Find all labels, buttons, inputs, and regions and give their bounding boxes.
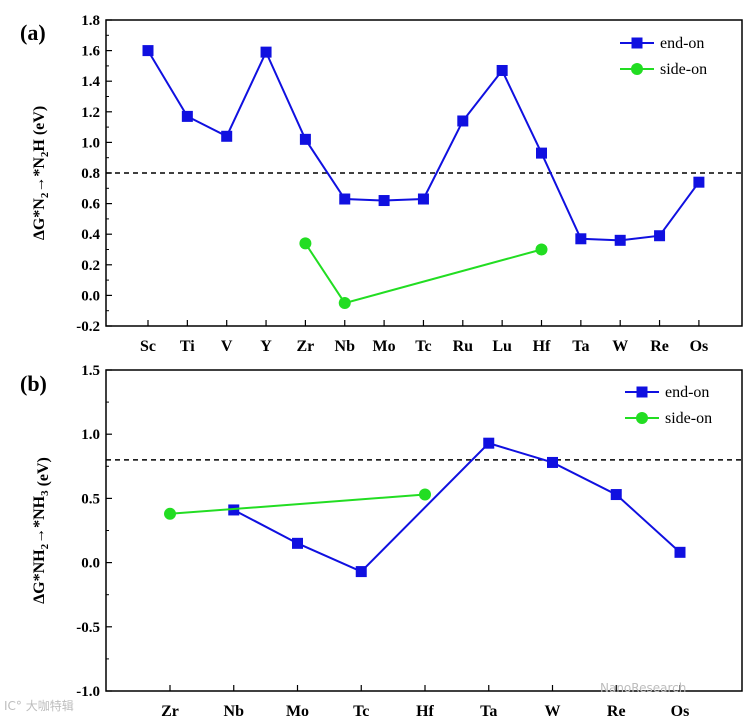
data-point-end-on bbox=[654, 230, 666, 242]
x-tick-label: Mo bbox=[373, 338, 396, 355]
watermark-left: IC° 大咖特辑 bbox=[4, 699, 74, 713]
x-tick-label: Ru bbox=[453, 338, 474, 355]
legend-marker-end-on bbox=[636, 386, 648, 398]
y-tick-label: 1.2 bbox=[81, 105, 100, 121]
x-tick-label: Re bbox=[650, 338, 669, 355]
y-axis-label: ΔG*NH2→*NH3 (eV) bbox=[31, 457, 52, 604]
y-tick-label: 1.6 bbox=[81, 44, 100, 60]
x-tick-label: Ta bbox=[480, 703, 497, 718]
data-point-end-on bbox=[547, 456, 558, 468]
x-tick-label: W bbox=[545, 703, 561, 718]
x-tick-label: Os bbox=[671, 703, 690, 718]
y-label-subscript: 2 bbox=[39, 543, 51, 549]
x-tick-label: Sc bbox=[140, 338, 156, 355]
data-point-end-on bbox=[299, 133, 311, 145]
y-tick-label: 1.0 bbox=[81, 427, 100, 443]
data-point-end-on bbox=[536, 147, 547, 159]
series-line-end-on bbox=[233, 442, 681, 573]
panel-label: (b) bbox=[20, 371, 47, 396]
y-tick-label: 1.4 bbox=[81, 74, 100, 90]
y-label-text: (eV) bbox=[31, 106, 48, 139]
legend-label-side-on: side-on bbox=[660, 61, 707, 78]
x-tick-label: Y bbox=[260, 338, 272, 355]
x-tick-label: Tc bbox=[415, 338, 431, 355]
data-point-side-on bbox=[299, 237, 312, 250]
x-tick-label: Zr bbox=[297, 338, 315, 355]
y-tick-label: -0.5 bbox=[76, 620, 100, 636]
y-label-text: (eV) bbox=[35, 457, 52, 490]
y-label-subscript: 2 bbox=[39, 192, 51, 198]
chart-panel-b: -1.0 -0.5 0.0 0.5 1.0 1.5 Zr Nb Mo Tc Hf Ta W Re Os end… bbox=[20, 363, 743, 718]
data-point-end-on bbox=[221, 130, 233, 142]
data-point-end-on bbox=[142, 45, 154, 57]
data-point-end-on bbox=[483, 437, 495, 449]
watermark-right: NanoResearch bbox=[600, 681, 687, 695]
y-label-text: →*N bbox=[31, 157, 48, 193]
data-point-side-on bbox=[535, 243, 548, 256]
data-point-end-on bbox=[355, 566, 367, 578]
x-tick-label: Mo bbox=[286, 703, 309, 718]
y-tick-label: 0.5 bbox=[81, 491, 100, 507]
x-tick-label: V bbox=[221, 338, 233, 355]
y-label-subscript: 2 bbox=[39, 151, 51, 157]
series-line-end-on bbox=[147, 49, 700, 242]
x-tick-label: Hf bbox=[533, 338, 551, 355]
y-tick-label: 0.2 bbox=[81, 258, 100, 274]
x-tick-label: Hf bbox=[416, 703, 434, 718]
y-label-text: →*NH bbox=[31, 495, 48, 544]
data-point-end-on bbox=[610, 489, 622, 501]
y-tick-label: -0.2 bbox=[76, 319, 100, 335]
data-point-end-on bbox=[417, 193, 429, 205]
panel-label: (a) bbox=[20, 20, 46, 45]
x-tick-label: Nb bbox=[224, 703, 245, 718]
y-label-text: ΔG*NH bbox=[31, 549, 48, 604]
y-tick-label: 1.8 bbox=[81, 13, 100, 29]
x-tick-label: Re bbox=[607, 703, 626, 718]
data-point-end-on bbox=[181, 110, 193, 122]
legend-label-side-on: side-on bbox=[665, 410, 712, 427]
x-tick-label: W bbox=[612, 338, 628, 355]
x-tick-label: Tc bbox=[353, 703, 369, 718]
y-tick-label: -1.0 bbox=[76, 684, 100, 700]
x-tick-label: Nb bbox=[335, 338, 356, 355]
y-label-text: H bbox=[31, 139, 48, 152]
data-point-end-on bbox=[575, 233, 587, 245]
data-point-side-on bbox=[338, 297, 351, 310]
legend-marker-side-on bbox=[636, 412, 648, 424]
data-point-end-on bbox=[693, 176, 705, 188]
y-tick-label: 0.6 bbox=[81, 197, 100, 213]
y-axis-label: ΔG*N2→*N2H (eV) bbox=[31, 106, 51, 240]
legend-label-end-on: end-on bbox=[660, 35, 704, 52]
x-tick-label: Ti bbox=[180, 338, 195, 355]
data-point-end-on bbox=[292, 537, 303, 549]
data-point-side-on bbox=[419, 488, 431, 501]
legend-marker-end-on bbox=[631, 37, 643, 49]
legend-label-end-on: end-on bbox=[665, 384, 709, 401]
data-point-end-on bbox=[674, 546, 686, 558]
y-label-subscript: 3 bbox=[39, 490, 51, 496]
data-point-end-on bbox=[339, 193, 351, 205]
y-tick-label: 0.4 bbox=[81, 227, 100, 243]
y-tick-label: 0.0 bbox=[81, 288, 100, 304]
data-point-end-on bbox=[378, 195, 390, 207]
legend-marker-side-on bbox=[631, 63, 643, 75]
x-tick-label: Zr bbox=[161, 703, 179, 718]
x-tick-label: Os bbox=[690, 338, 709, 355]
series-line-side-on bbox=[169, 493, 426, 515]
y-tick-label: 0.8 bbox=[81, 166, 100, 182]
y-tick-label: 1.0 bbox=[81, 135, 100, 151]
x-tick-label: Ta bbox=[572, 338, 589, 355]
y-tick-label: 1.5 bbox=[81, 363, 100, 379]
data-point-end-on bbox=[457, 115, 469, 127]
data-point-end-on bbox=[614, 234, 626, 246]
y-label-text: ΔG*N bbox=[31, 198, 48, 240]
data-point-end-on bbox=[260, 46, 272, 58]
series-line-side-on bbox=[304, 242, 542, 305]
data-point-end-on bbox=[496, 64, 508, 76]
y-tick-label: 0.0 bbox=[81, 556, 100, 572]
chart-panel-a: -0.2 0.0 0.2 0.4 0.6 0.8 1.0 1.2 1.4 1.6 1.8 Sc Ti V Y… bbox=[20, 13, 743, 355]
data-point-side-on bbox=[164, 507, 176, 520]
x-tick-label: Lu bbox=[492, 338, 512, 355]
